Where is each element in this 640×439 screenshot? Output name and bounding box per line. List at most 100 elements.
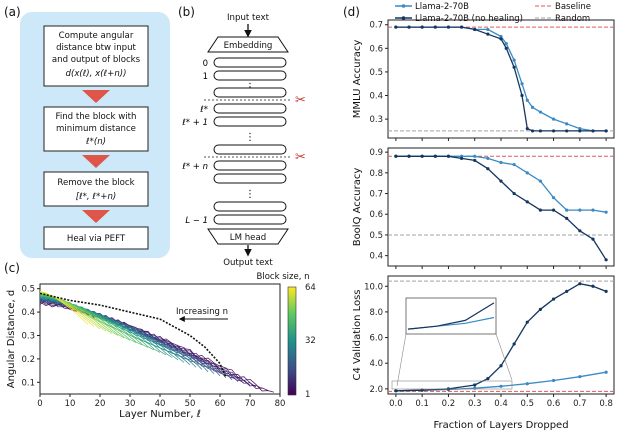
layer-block — [213, 214, 287, 225]
zoom-inset-lines — [407, 302, 495, 330]
data-point — [565, 129, 569, 133]
data-point — [578, 129, 582, 133]
data-point — [520, 93, 524, 98]
data-point — [530, 129, 535, 133]
data-point — [486, 32, 490, 36]
chart-c: 0 10 20 30 40 50 60 70 80 0.1 0.2 0.3 0.4 0.5 Layer … — [6, 272, 316, 420]
x-tick-label: 0.5 — [521, 399, 535, 409]
colorbar-title: Block size, n — [257, 272, 310, 282]
legend-marker-no-healing — [401, 16, 406, 20]
data-point — [473, 383, 477, 387]
data-point — [520, 82, 524, 86]
data-point — [433, 25, 437, 29]
chart-d1-ylabel: MMLU Accuracy — [352, 40, 363, 119]
step-remove-line1: Remove the block — [57, 178, 134, 188]
y-tick-label: 0.1 — [21, 378, 35, 388]
input-text-label: Input text — [227, 13, 270, 23]
layer-block — [213, 160, 287, 171]
layer-label-lstar: ℓ* — [199, 105, 208, 115]
chart-c-frame — [39, 283, 281, 395]
legend-marker-llama — [401, 4, 406, 8]
x-tick-label: 0.6 — [547, 399, 561, 409]
chart-d-plot: 0.3 0.4 0.5 0.6 0.7 0.4 0.5 0.6 0.7 0.8 0.9 2.0 4.0 6… — [364, 21, 614, 409]
data-point — [459, 25, 464, 29]
data-point — [512, 191, 516, 196]
layer-block — [213, 70, 287, 81]
data-point — [499, 37, 503, 41]
y-tick-label: 0.5 — [369, 68, 383, 78]
y-tick-label: 0.6 — [369, 210, 383, 220]
inset-line — [407, 302, 495, 330]
series-line — [39, 290, 89, 325]
data-point — [499, 34, 503, 39]
x-tick-label: 40 — [155, 399, 166, 409]
colorbar-tick-64: 64 — [305, 283, 316, 293]
data-point — [499, 160, 503, 165]
data-point — [604, 258, 608, 262]
step-find-formula: ℓ*(n) — [85, 137, 106, 147]
data-point — [504, 42, 508, 46]
layer-label-lstar-plus-1: ℓ* + 1 — [181, 118, 208, 128]
data-point — [473, 386, 477, 390]
chart-d2-frame — [387, 147, 615, 267]
y-tick-label: 0.9 — [369, 148, 383, 158]
step-find-box — [43, 106, 149, 152]
x-tick-label: 0 — [37, 399, 42, 409]
data-point — [565, 122, 569, 126]
output-text-label: Output text — [223, 258, 273, 268]
x-tick-label: 20 — [95, 399, 106, 409]
x-tick-label: 0.4 — [494, 399, 508, 409]
data-point — [525, 382, 529, 386]
y-tick-label: 0.7 — [369, 21, 383, 31]
flowchart: Compute angular distance btw input and o… — [20, 12, 170, 258]
y-tick-label: 0.2 — [21, 355, 35, 365]
chart-c-minimum-path — [39, 292, 227, 378]
data-point — [591, 129, 595, 133]
data-point — [538, 179, 543, 183]
layer-block — [213, 57, 287, 68]
panel-label-a: (a) — [4, 5, 21, 19]
y-tick-label: 0.4 — [21, 308, 35, 318]
data-point — [565, 216, 569, 220]
zoom-connector — [495, 333, 513, 381]
data-point — [604, 129, 608, 133]
data-point — [407, 154, 411, 158]
data-point — [486, 167, 490, 171]
zoom-inset — [405, 297, 497, 335]
chart-d2-ylabel: BoolQ Accuracy — [352, 168, 363, 247]
data-point — [530, 105, 535, 109]
step-heal-label: Heal via PEFT — [67, 234, 126, 244]
x-tick-label: 0.8 — [599, 399, 613, 409]
x-tick-label: 60 — [215, 399, 226, 409]
data-point — [551, 117, 556, 121]
data-point — [446, 154, 451, 158]
x-tick-label: 30 — [125, 399, 136, 409]
data-point — [591, 237, 595, 241]
colorbar — [287, 286, 297, 396]
step-find-line2: minimum distance — [56, 124, 136, 134]
down-arrow-icon — [82, 90, 110, 103]
y-tick-label: 0.3 — [369, 115, 383, 125]
ellipsis-icon: ⋮ — [245, 132, 255, 143]
layer-block — [213, 87, 287, 98]
data-point — [459, 156, 464, 160]
data-point — [499, 364, 503, 368]
layer-block — [213, 201, 287, 212]
scissors-icon: ✂ — [295, 150, 306, 165]
data-point — [551, 196, 556, 200]
layer-label-last: L − 1 — [185, 216, 208, 226]
data-point — [551, 378, 556, 383]
data-point — [407, 25, 411, 29]
data-point — [499, 179, 503, 183]
series-line — [395, 155, 607, 261]
chart-d3-xlabel: Fraction of Layers Dropped — [433, 420, 568, 431]
y-tick-label: 0.3 — [21, 331, 35, 341]
y-tick-label: 6.0 — [369, 334, 383, 344]
x-tick-label: 0.1 — [415, 399, 429, 409]
legend-label-llama: Llama-2-70B — [415, 2, 469, 12]
chart-c-yticks: 0.1 0.2 0.3 0.4 0.5 — [21, 285, 40, 388]
data-point — [394, 389, 398, 393]
data-point — [473, 158, 477, 163]
chart-c-xticks: 0 10 20 30 40 50 60 70 80 — [37, 394, 285, 409]
data-point — [565, 208, 569, 212]
